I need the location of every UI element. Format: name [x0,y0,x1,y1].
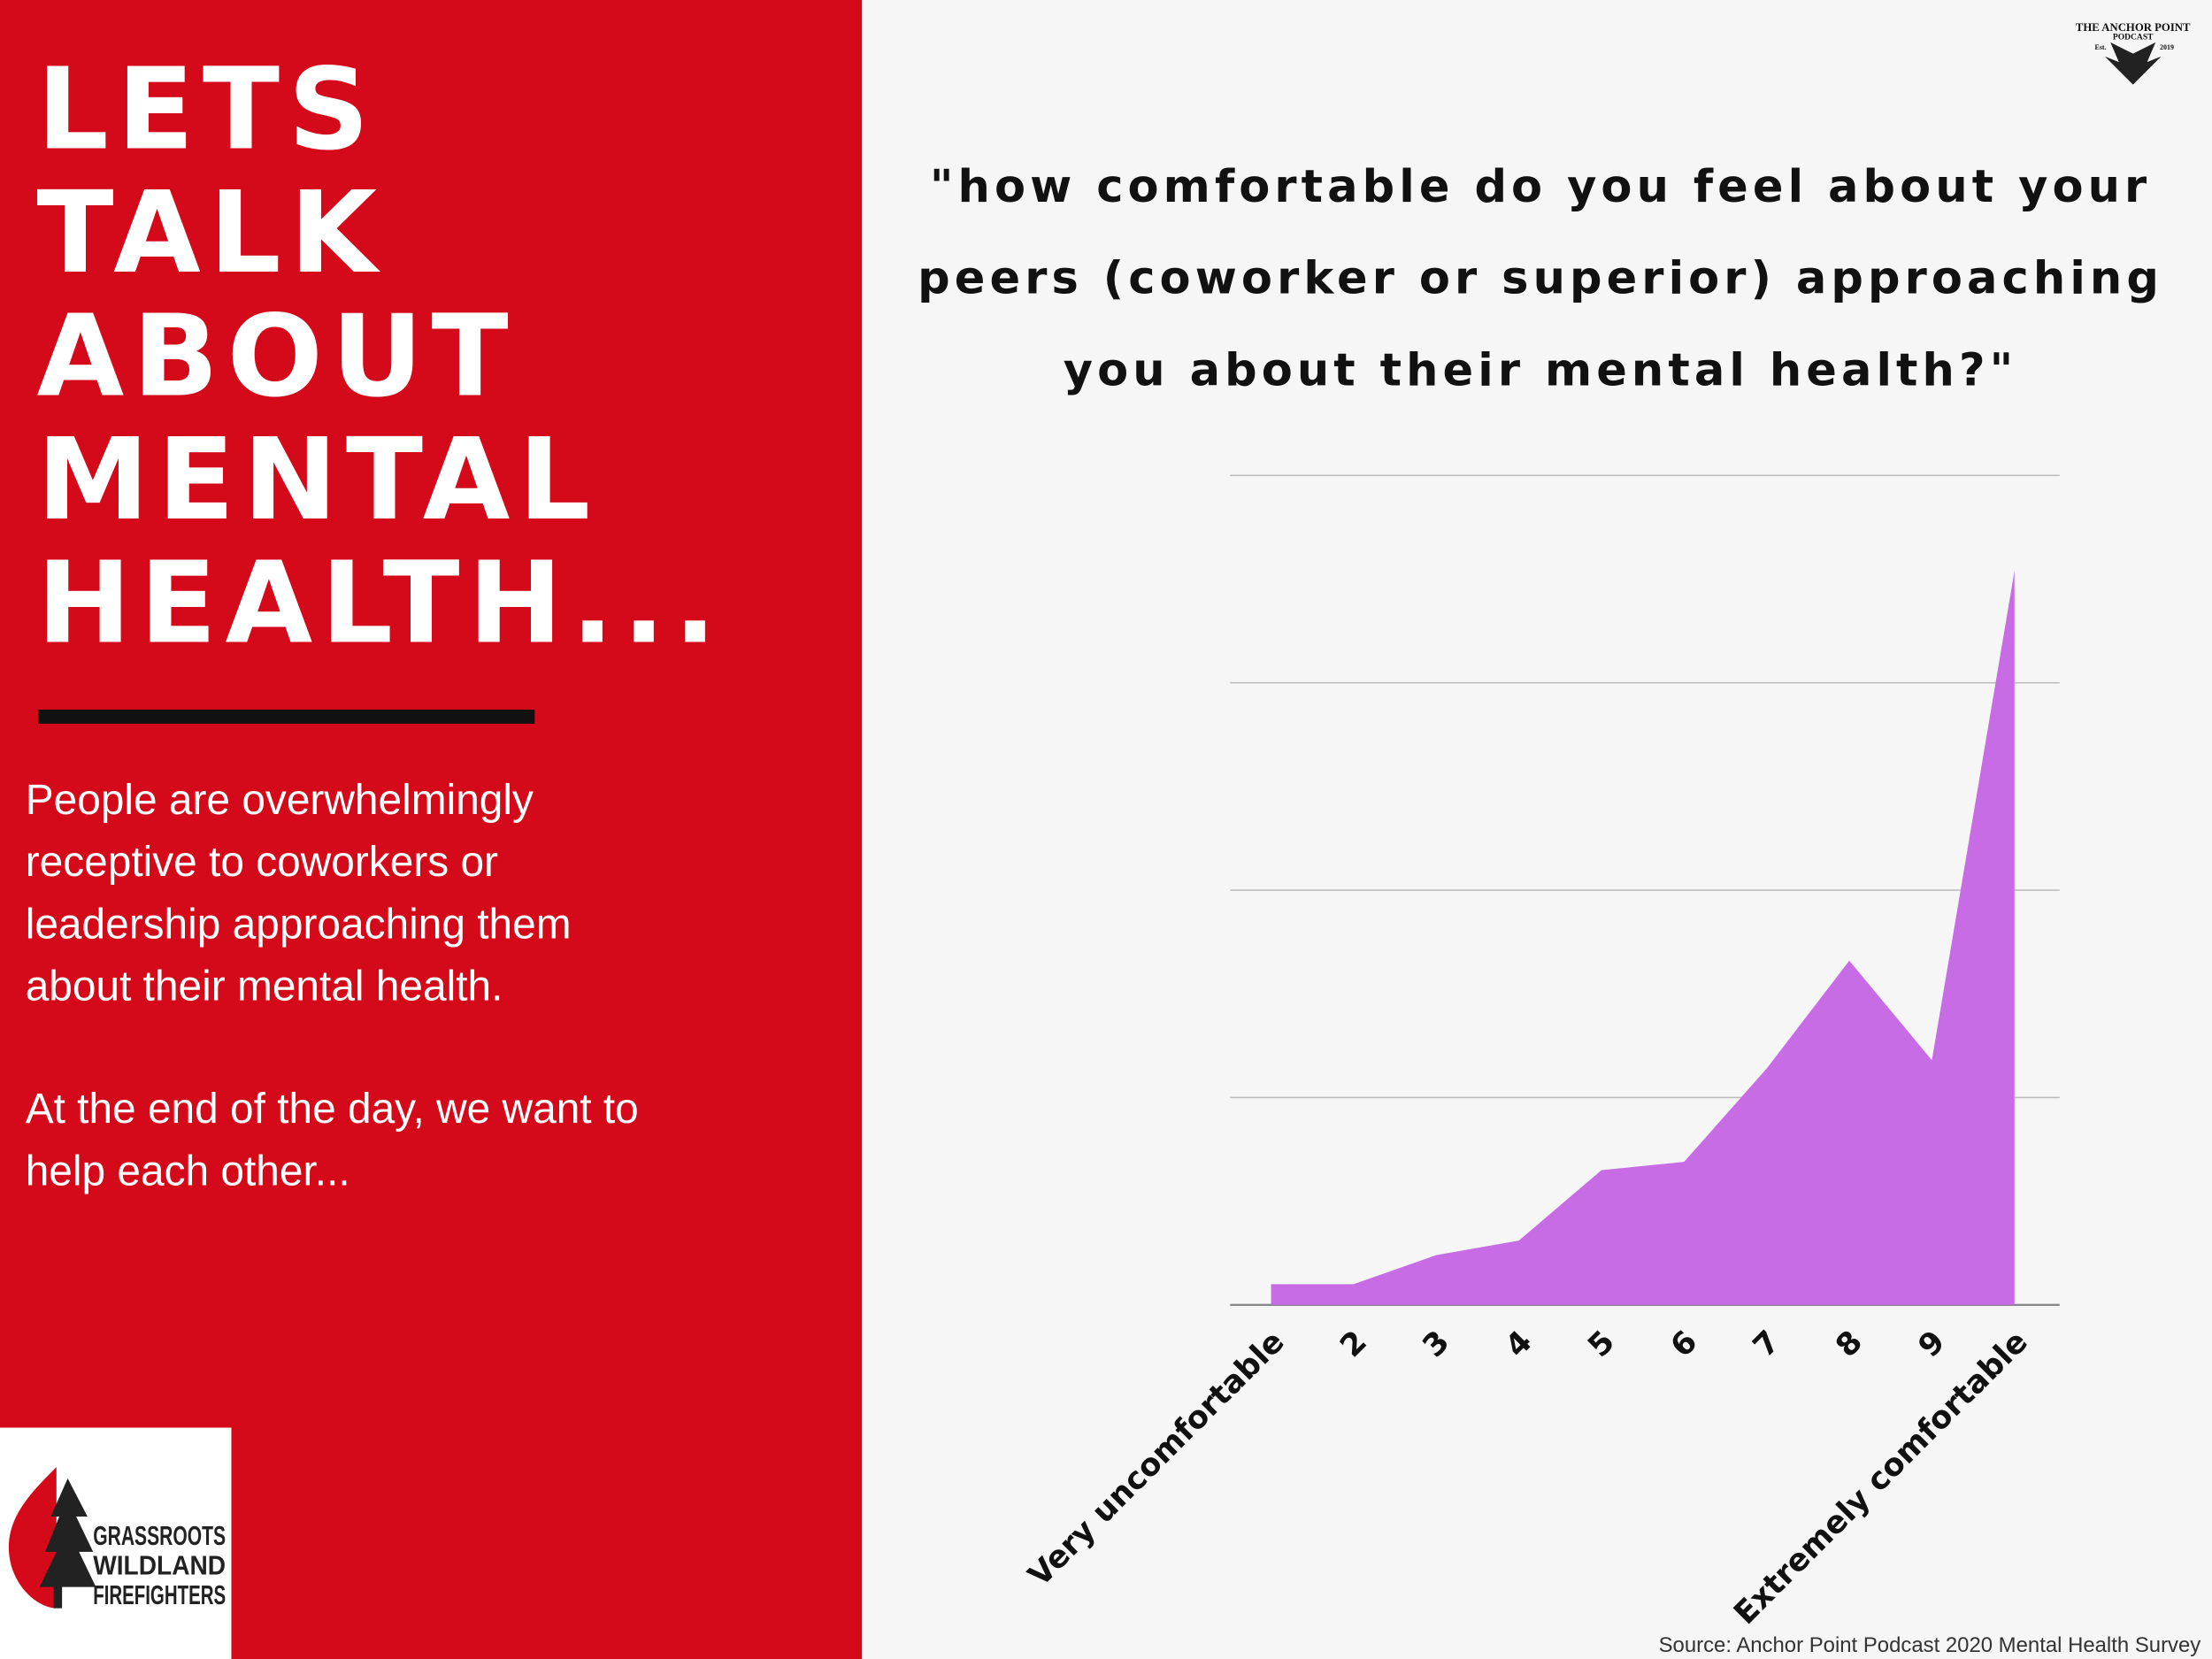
area [1271,571,2015,1305]
body-text: At the end of the day, we want to [26,1086,639,1133]
chart-title: peers (coworker or superior) approaching [918,253,2163,305]
left-panel [0,0,863,1659]
logo-text: 2019 [2160,43,2174,51]
headline-line: TALK [36,168,385,299]
chart-title: you about their mental health?" [1064,344,2018,396]
body-text: leadership approaching them [26,901,572,948]
headline-line: ABOUT [36,291,517,422]
body-text: help each other... [26,1148,350,1194]
logo-text: THE ANCHOR POINT [2076,21,2191,34]
chart-title: "how comfortable do you feel about your [930,161,2151,213]
logo-text: PODCAST [2113,33,2154,42]
eagle [2104,42,2162,85]
logo-text: GRASSROOTS [93,1522,226,1551]
anchor-point-logo [2104,42,2162,85]
headline-line: MENTAL [36,415,598,546]
source-note: Source: Anchor Point Podcast 2020 Mental… [1659,1633,2201,1657]
logo-text: WILDLAND [93,1551,226,1580]
grassroots-logo [0,1427,232,1659]
divider [38,709,535,724]
logo-text: Est. [2095,43,2107,51]
body-text: about their mental health. [26,963,503,1010]
headline-line: LETS [36,44,378,175]
headline-line: HEALTH... [36,538,725,669]
logo-text: FIREFIGHTERS [93,1581,226,1610]
tree [39,1478,96,1609]
flame [8,1467,57,1609]
body-text: receptive to coworkers or [26,839,498,886]
body-text: People are overwhelmingly [26,777,534,824]
